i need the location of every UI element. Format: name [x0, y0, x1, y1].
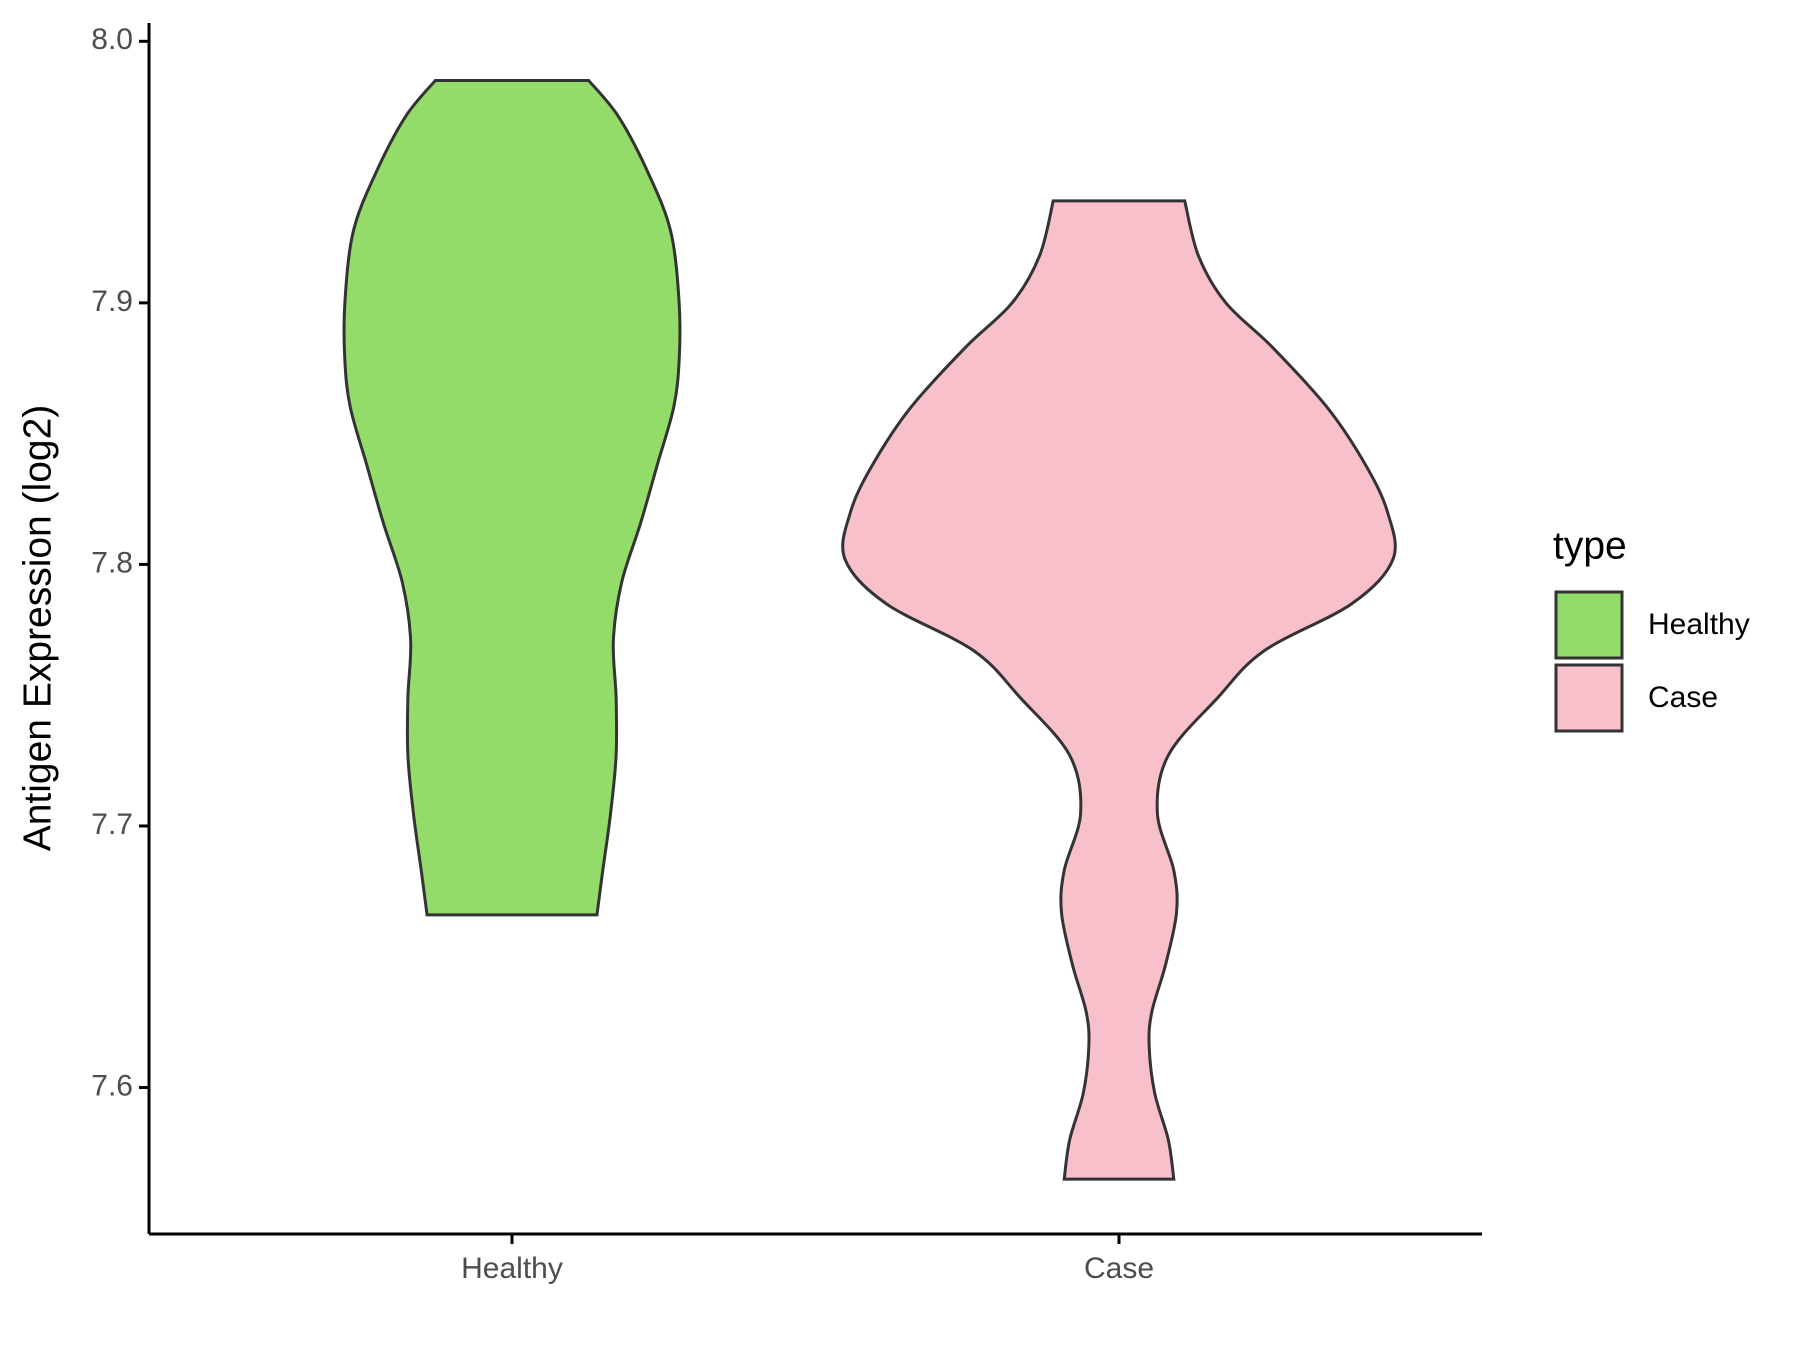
- x-tick-label: Healthy: [461, 1252, 563, 1285]
- legend-label: Healthy: [1648, 608, 1750, 641]
- violin: [841, 199, 1397, 1181]
- y-tick-label: 8.0: [91, 23, 133, 56]
- violin: [342, 79, 682, 917]
- y-tick-label: 7.8: [91, 546, 133, 579]
- x-tick-label: Case: [1084, 1252, 1154, 1285]
- y-tick-label: 7.6: [91, 1069, 133, 1102]
- legend-swatch: [1554, 590, 1624, 660]
- legend-title: type: [1553, 524, 1627, 567]
- y-axis-title: Antigen Expression (log2): [16, 405, 59, 852]
- legend-swatch: [1554, 663, 1624, 733]
- y-tick-label: 7.9: [91, 285, 133, 318]
- y-tick-label: 7.7: [91, 808, 133, 841]
- legend-label: Case: [1648, 681, 1718, 714]
